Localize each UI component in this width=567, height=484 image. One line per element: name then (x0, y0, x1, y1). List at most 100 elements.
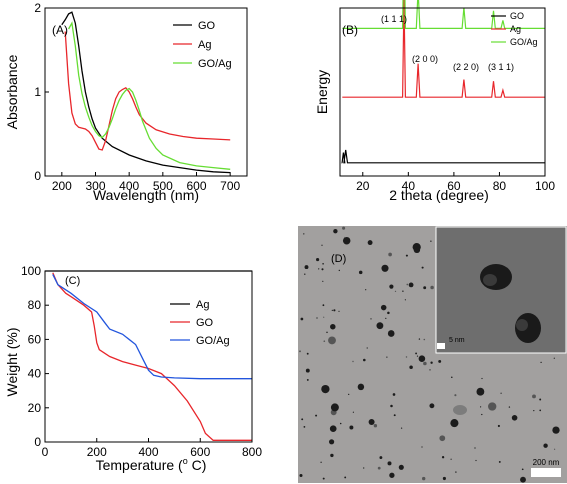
nanoparticle (455, 471, 457, 473)
nanoparticle (398, 464, 404, 470)
nanoparticle (363, 467, 365, 469)
aggregate-cluster (453, 405, 467, 415)
y-tick-label: 20 (28, 401, 42, 415)
x-tick-label: 300 (85, 179, 105, 193)
tem-particles (299, 226, 560, 483)
nanoparticle (429, 369, 431, 371)
nanoparticle (451, 376, 453, 379)
peak-label-220: (2 2 0) (453, 62, 479, 72)
legend-c-go: GO (196, 317, 214, 329)
nanoparticle (521, 468, 524, 471)
nanoparticle (441, 456, 445, 459)
inset-particle-2-core (516, 319, 528, 331)
tem-inset-particles (480, 264, 541, 343)
nanoparticle (480, 406, 482, 408)
nanoparticle (511, 414, 518, 421)
nanoparticle (423, 338, 426, 341)
panel-c-xlabel-degree: o (183, 456, 188, 466)
nanoparticle (481, 413, 483, 416)
nanoparticle (352, 360, 354, 363)
nanoparticle (322, 304, 325, 307)
x-tick-label: 200 (52, 179, 72, 193)
y-tick-label: 0 (34, 169, 41, 183)
y-tick-label: 2 (34, 1, 41, 15)
panel-b-frame (339, 7, 546, 177)
y-tick-label: 1 (34, 85, 41, 99)
nanoparticle (338, 310, 340, 312)
nanoparticle (316, 317, 318, 319)
panel-c: 0 200 400 600 800 0 20 40 60 80 100 (C) Temperatur… (4, 264, 262, 473)
nanoparticle (318, 268, 320, 270)
x-tick-label: 600 (186, 179, 206, 193)
panel-a-ylabel: Absorbance (4, 54, 20, 129)
main-scale-bar (531, 468, 561, 477)
nanoparticle (476, 387, 485, 396)
nanoparticle (415, 352, 418, 355)
panel-b: 20 40 60 80 100 (B) 2 theta (degree) Energy … (314, 0, 555, 203)
x-tick-label: 400 (119, 179, 139, 193)
nanoparticle (400, 427, 403, 429)
nanoparticle (322, 477, 325, 480)
nanoparticle (305, 368, 310, 373)
panel-b-label: (B) (342, 23, 358, 37)
nanoparticle (498, 460, 501, 463)
x-tick-label: 200 (87, 445, 107, 459)
nanoparticle (418, 355, 426, 362)
y-tick-label: 60 (28, 332, 42, 346)
legend-a-ag: Ag (198, 39, 211, 51)
nanoparticle (439, 435, 446, 442)
x-tick-label: 20 (356, 179, 370, 193)
panel-a-xlabel: Wavelength (nm) (93, 187, 199, 203)
peak-label-111: (1 1 1) (381, 14, 407, 24)
xrd-pattern-ag (342, 0, 545, 98)
nanoparticle (423, 361, 427, 366)
nanoparticle (389, 284, 394, 289)
x-tick-label: 700 (220, 179, 240, 193)
inset-scale-label: 5 nm (449, 337, 465, 344)
inset-particle-1-core (483, 274, 497, 286)
main-scale-label: 200 nm (533, 458, 560, 467)
nanoparticle (344, 236, 346, 239)
panel-c-ticks: 0 200 400 600 800 0 20 40 60 80 100 (21, 264, 262, 459)
nanoparticle (303, 426, 306, 428)
panel-b-ticks: 20 40 60 80 100 (356, 172, 555, 193)
nanoparticle (394, 290, 397, 293)
nanoparticle (357, 383, 365, 391)
x-tick-label: 500 (153, 179, 173, 193)
nanoparticle (342, 226, 346, 230)
nanoparticle (316, 258, 320, 262)
x-tick-label: 100 (535, 179, 555, 193)
nanoparticle (349, 425, 354, 430)
y-tick-label: 40 (28, 367, 42, 381)
panel-a-plot-area (61, 11, 231, 174)
nanoparticle (331, 309, 333, 311)
nanoparticle (520, 476, 526, 483)
nanoparticle (299, 350, 301, 353)
panel-b-ylabel: Energy (314, 70, 330, 114)
nanoparticle (388, 252, 392, 257)
legend-b-go: GO (510, 11, 524, 21)
nanoparticle (405, 356, 408, 358)
series-line-goag (68, 21, 231, 170)
panel-c-xlabel-text: Temperature ( (96, 457, 183, 473)
nanoparticle (301, 418, 304, 421)
nanoparticle (333, 309, 336, 312)
panel-d-label: (D) (331, 253, 346, 265)
nanoparticle (387, 330, 395, 337)
nanoparticle (408, 282, 414, 288)
panel-c-legend: Ag GO GO/Ag (170, 299, 230, 347)
nanoparticle (500, 392, 502, 394)
xrd-pattern-go (341, 149, 545, 164)
nanoparticle (323, 340, 326, 343)
nanoparticle (430, 285, 434, 290)
legend-c-ag: Ag (196, 299, 209, 311)
tem-inset (435, 226, 567, 354)
nanoparticle (416, 355, 419, 357)
nanoparticle (413, 246, 421, 254)
nanoparticle (532, 394, 536, 399)
nanoparticle (418, 338, 421, 340)
nanoparticle (387, 311, 390, 315)
nanoparticle (321, 384, 330, 394)
nanoparticle (429, 403, 435, 409)
